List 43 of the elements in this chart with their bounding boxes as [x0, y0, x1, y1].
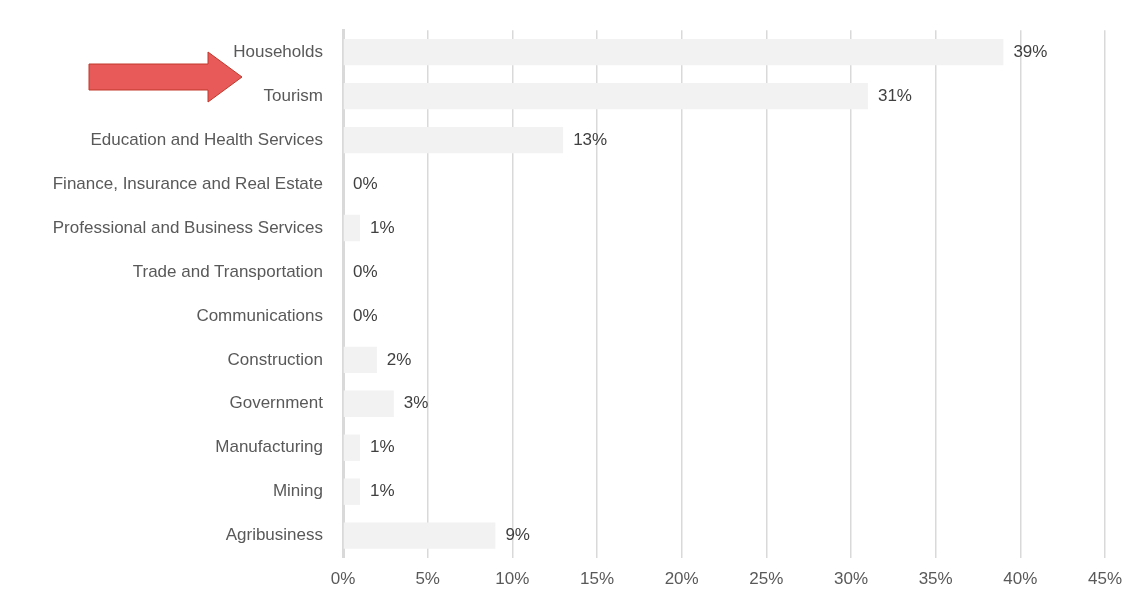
y-tick-label: Government [229, 393, 324, 413]
data-label: 9% [505, 525, 530, 545]
y-tick-label: Households [233, 41, 323, 61]
x-tick-label: 20% [664, 569, 699, 589]
data-label: 13% [573, 129, 608, 149]
x-tick-label: 10% [495, 569, 530, 589]
data-label: 0% [353, 173, 378, 193]
data-label: 0% [353, 305, 378, 325]
x-tick-label: 45% [1087, 569, 1122, 589]
x-tick-label: 30% [833, 569, 869, 589]
data-label: 1% [369, 437, 395, 457]
bar [343, 434, 360, 461]
bar [343, 38, 1004, 66]
bar [343, 390, 394, 417]
x-tick-label: 40% [1003, 569, 1038, 589]
y-tick-label: Agribusiness [225, 525, 323, 545]
bar [343, 126, 564, 154]
y-tick-label: Professional and Business Services [52, 217, 323, 237]
y-tick-label: Manufacturing [215, 437, 323, 457]
bar [343, 478, 360, 505]
data-label: 39% [1013, 41, 1048, 61]
data-label: 31% [877, 85, 912, 105]
bar [343, 214, 360, 242]
data-label: 2% [386, 349, 412, 369]
x-tick-label: 25% [749, 569, 784, 589]
data-label: 3% [403, 393, 429, 413]
bar [343, 346, 377, 374]
y-tick-label: Finance, Insurance and Real Estate [52, 173, 323, 193]
y-tick-label: Mining [272, 481, 323, 501]
y-tick-label: Communications [196, 305, 323, 325]
data-label: 0% [353, 261, 378, 281]
x-tick-label: 15% [579, 569, 615, 589]
data-label: 1% [369, 217, 395, 237]
y-tick-label: Construction [227, 349, 323, 369]
x-tick-label: 35% [918, 569, 953, 589]
bar [343, 522, 496, 549]
y-tick-label: Tourism [263, 85, 323, 105]
y-tick-label: Trade and Transportation [132, 261, 323, 281]
y-tick-label: Education and Health Services [90, 129, 323, 149]
data-label: 1% [369, 481, 395, 501]
x-tick-label: 0% [330, 569, 356, 589]
bar [343, 82, 868, 110]
x-tick-label: 5% [415, 569, 440, 589]
